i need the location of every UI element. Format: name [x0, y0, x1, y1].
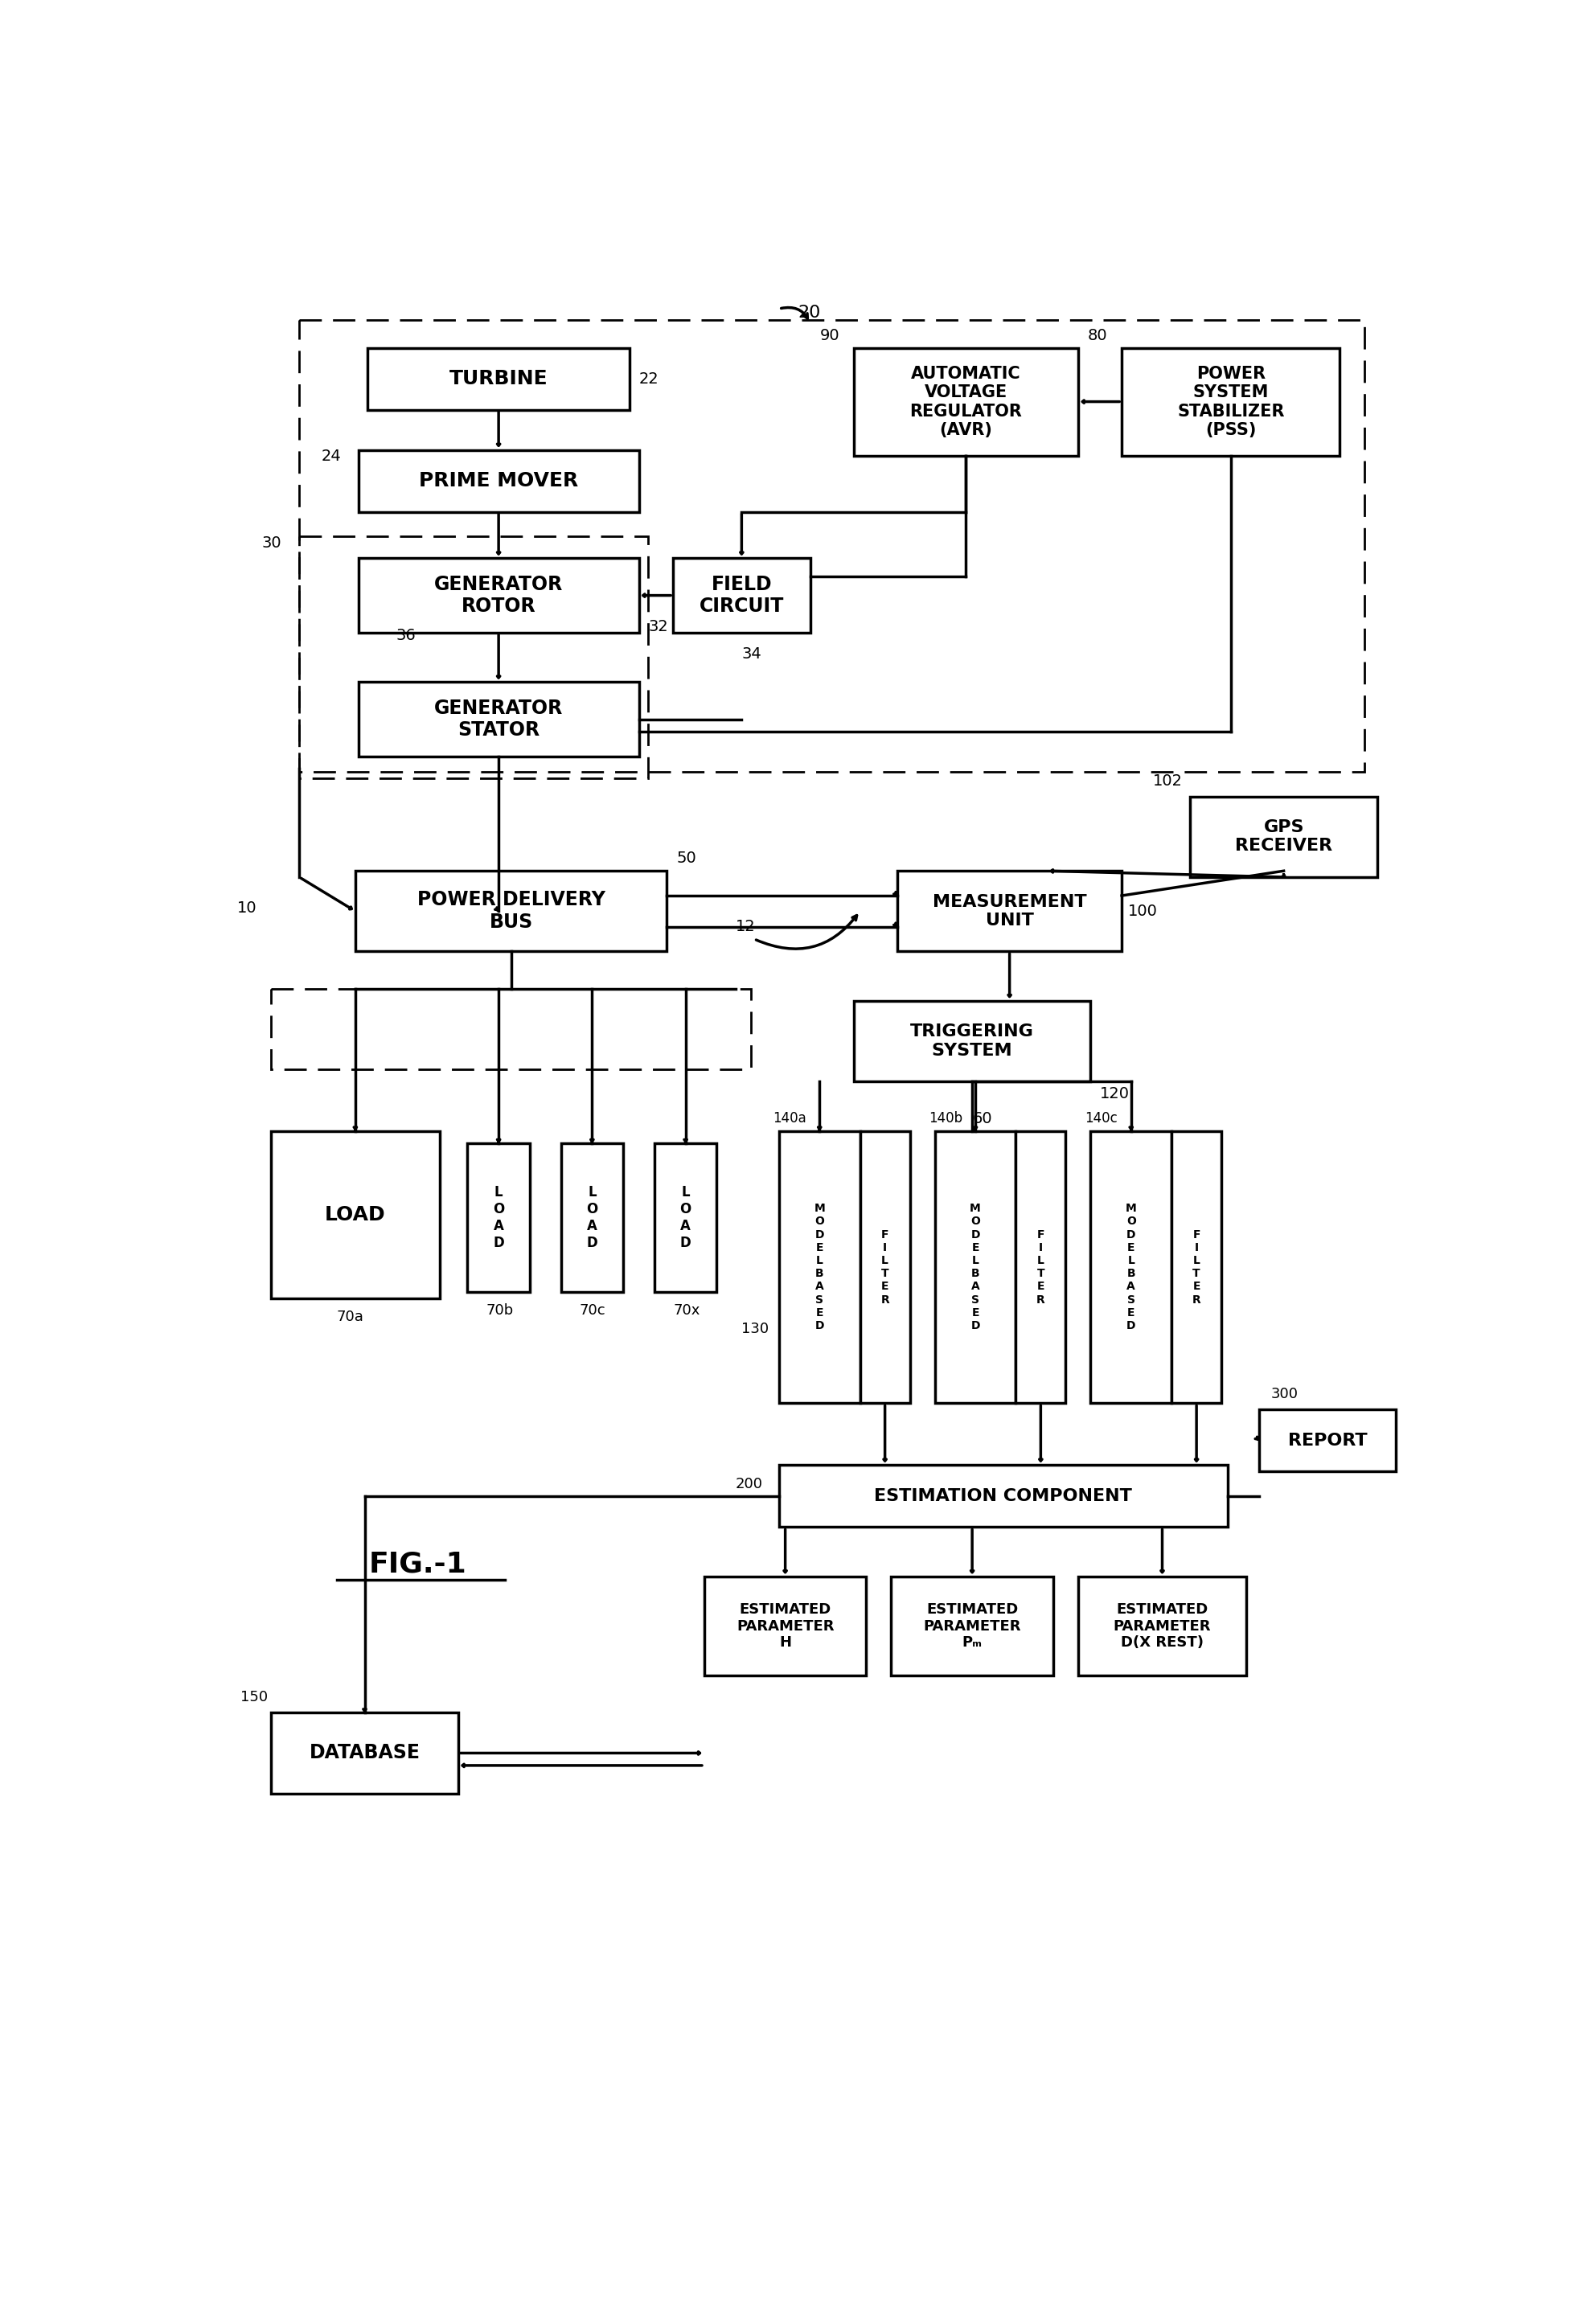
- Text: 100: 100: [1128, 904, 1157, 920]
- Text: DATABASE: DATABASE: [310, 1743, 420, 1763]
- Text: 80: 80: [1087, 327, 1108, 343]
- Bar: [359, 682, 638, 756]
- Bar: [359, 449, 638, 512]
- Text: 102: 102: [1152, 774, 1183, 788]
- Text: M
O
D
E
L
B
A
S
E
D: M O D E L B A S E D: [814, 1203, 825, 1332]
- Text: 50: 50: [677, 851, 696, 867]
- Text: M
O
D
E
L
B
A
S
E
D: M O D E L B A S E D: [1125, 1203, 1136, 1332]
- Bar: [704, 1577, 867, 1676]
- Text: 200: 200: [736, 1478, 763, 1491]
- Text: ESTIMATED
PARAMETER
Pₘ: ESTIMATED PARAMETER Pₘ: [924, 1602, 1021, 1650]
- Bar: [935, 1132, 1015, 1404]
- Text: 12: 12: [736, 920, 755, 934]
- Bar: [854, 1000, 1090, 1081]
- Bar: [356, 871, 667, 952]
- Text: F
I
L
T
E
R: F I L T E R: [881, 1229, 889, 1305]
- Text: L
O
A
D: L O A D: [680, 1185, 691, 1249]
- Text: 60: 60: [972, 1111, 993, 1127]
- Text: 150: 150: [239, 1690, 268, 1706]
- Bar: [298, 320, 1365, 772]
- Bar: [271, 1132, 439, 1298]
- Bar: [359, 558, 638, 632]
- Bar: [1079, 1577, 1246, 1676]
- Text: 140a: 140a: [772, 1111, 806, 1125]
- Text: ESTIMATED
PARAMETER
D(X REST): ESTIMATED PARAMETER D(X REST): [1114, 1602, 1211, 1650]
- Text: M
O
D
E
L
B
A
S
E
D: M O D E L B A S E D: [970, 1203, 982, 1332]
- Bar: [1171, 1132, 1221, 1404]
- Bar: [891, 1577, 1053, 1676]
- Text: 36: 36: [396, 627, 415, 643]
- Text: 20: 20: [798, 304, 820, 320]
- Text: 34: 34: [742, 648, 761, 662]
- Text: 300: 300: [1272, 1388, 1299, 1401]
- Bar: [654, 1143, 717, 1291]
- Text: MEASUREMENT
UNIT: MEASUREMENT UNIT: [932, 894, 1087, 929]
- Text: 70x: 70x: [674, 1302, 701, 1318]
- Text: POWER DELIVERY
BUS: POWER DELIVERY BUS: [417, 890, 605, 931]
- Bar: [468, 1143, 530, 1291]
- Text: 24: 24: [321, 449, 342, 463]
- Bar: [779, 1132, 860, 1404]
- Text: REPORT: REPORT: [1288, 1431, 1368, 1448]
- Bar: [860, 1132, 910, 1404]
- Text: GPS
RECEIVER: GPS RECEIVER: [1235, 821, 1333, 855]
- Text: GENERATOR
STATOR: GENERATOR STATOR: [434, 698, 563, 740]
- Text: PRIME MOVER: PRIME MOVER: [418, 470, 578, 491]
- Bar: [1015, 1132, 1066, 1404]
- Text: 70b: 70b: [487, 1302, 514, 1318]
- Bar: [674, 558, 811, 632]
- Bar: [560, 1143, 622, 1291]
- Text: L
O
A
D: L O A D: [586, 1185, 598, 1249]
- Bar: [298, 537, 648, 779]
- Bar: [367, 348, 629, 410]
- Bar: [779, 1466, 1227, 1528]
- Bar: [1259, 1408, 1396, 1471]
- Text: 32: 32: [648, 618, 669, 634]
- Bar: [1122, 348, 1339, 456]
- Text: ESTIMATED
PARAMETER
H: ESTIMATED PARAMETER H: [736, 1602, 835, 1650]
- Text: 30: 30: [262, 535, 281, 551]
- Text: TURBINE: TURBINE: [450, 369, 547, 390]
- Text: 120: 120: [1100, 1086, 1130, 1102]
- Bar: [271, 989, 752, 1070]
- Bar: [271, 1713, 458, 1793]
- Text: F
I
L
T
E
R: F I L T E R: [1192, 1229, 1200, 1305]
- Text: POWER
SYSTEM
STABILIZER
(PSS): POWER SYSTEM STABILIZER (PSS): [1178, 366, 1285, 438]
- Text: 130: 130: [742, 1321, 769, 1337]
- Text: 140b: 140b: [929, 1111, 962, 1125]
- Bar: [1191, 798, 1377, 878]
- Bar: [897, 871, 1122, 952]
- Bar: [1090, 1132, 1171, 1404]
- Text: LOAD: LOAD: [326, 1206, 386, 1224]
- Text: F
I
L
T
E
R: F I L T E R: [1036, 1229, 1045, 1305]
- Text: AUTOMATIC
VOLTAGE
REGULATOR
(AVR): AUTOMATIC VOLTAGE REGULATOR (AVR): [910, 366, 1021, 438]
- Text: TRIGGERING
SYSTEM: TRIGGERING SYSTEM: [910, 1023, 1034, 1058]
- Text: 70a: 70a: [337, 1309, 364, 1323]
- Text: 70c: 70c: [579, 1302, 606, 1318]
- Text: FIG.-1: FIG.-1: [369, 1551, 466, 1579]
- Text: 140c: 140c: [1084, 1111, 1117, 1125]
- Text: ESTIMATION COMPONENT: ESTIMATION COMPONENT: [875, 1489, 1132, 1505]
- Text: L
O
A
D: L O A D: [493, 1185, 504, 1249]
- Text: 22: 22: [638, 371, 659, 387]
- Text: FIELD
CIRCUIT: FIELD CIRCUIT: [699, 574, 784, 615]
- Text: 10: 10: [236, 901, 257, 915]
- Text: GENERATOR
ROTOR: GENERATOR ROTOR: [434, 574, 563, 615]
- Text: 90: 90: [819, 327, 839, 343]
- Bar: [854, 348, 1079, 456]
